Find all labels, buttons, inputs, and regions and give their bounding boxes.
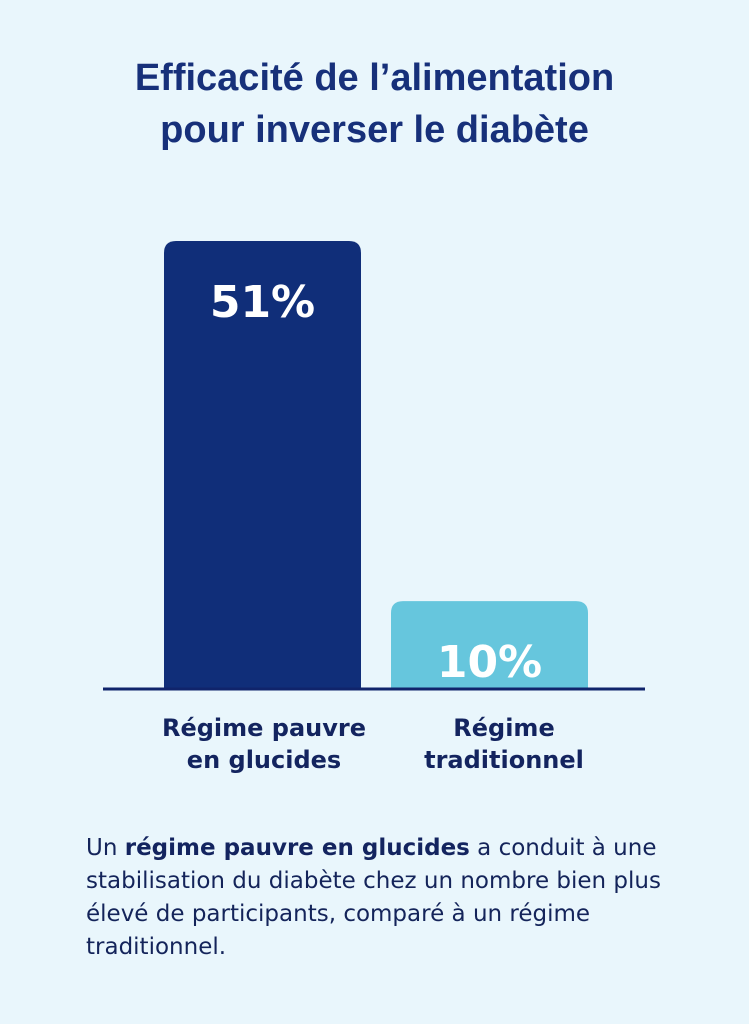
bar-chart: 51% 10% [103,241,645,691]
category-label-low-carb-line-2: en glucides [186,746,342,774]
caption-text-end: a conduit à une stabilisation du diabète… [86,835,661,960]
chart-title-line-1: Efficacité de l’alimentation [134,57,615,99]
caption-emphasis: régime pauvre en glucides [124,835,470,861]
chart-title: Efficacité de l’alimentation pour invers… [0,52,749,156]
category-label-traditional: Régime traditionnel [384,712,624,776]
bar-value-label-traditional: 10% [437,637,542,688]
chart-caption: Un régime pauvre en glucides a conduit à… [86,832,686,964]
caption-text-start: Un [86,835,125,861]
chart-title-line-2: pour inverser le diabète [160,109,589,151]
bar-low-carb [164,241,361,689]
category-label-traditional-line-2: traditionnel [424,746,584,774]
category-label-traditional-line-1: Régime [453,714,555,742]
bar-traditional [391,601,588,689]
category-label-low-carb: Régime pauvre en glucides [144,712,384,776]
category-label-low-carb-line-1: Régime pauvre [161,714,367,742]
bar-value-label-low-carb: 51% [210,277,315,328]
